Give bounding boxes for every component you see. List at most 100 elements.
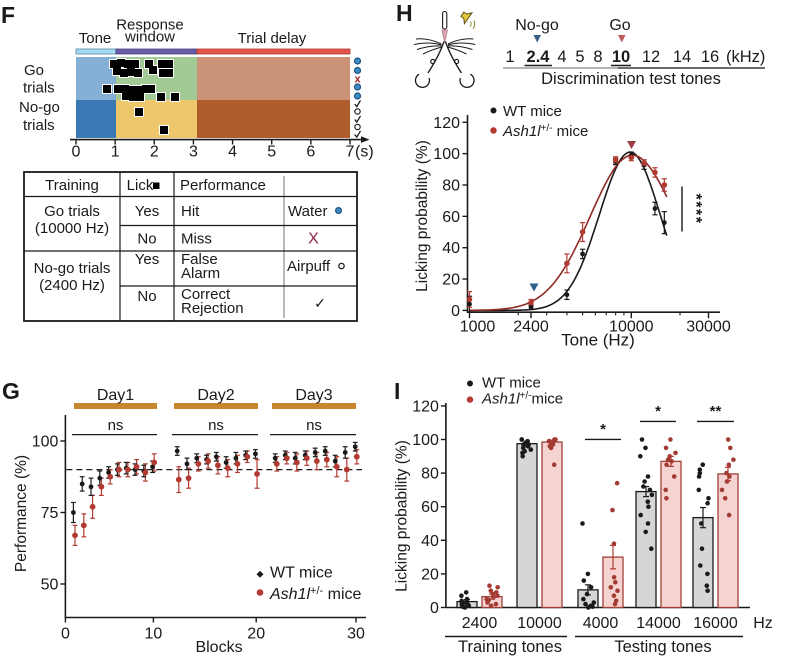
svg-text:5: 5 [575,48,584,66]
svg-text:100: 100 [412,432,439,449]
svg-text:Training tones: Training tones [458,638,562,656]
svg-text:4: 4 [228,144,237,161]
svg-text:30000: 30000 [686,319,731,336]
svg-text:2400: 2400 [513,319,549,336]
svg-text:40: 40 [442,240,460,257]
svg-text:Day2: Day2 [197,387,234,404]
svg-text:Day1: Day1 [97,387,134,404]
svg-text:3: 3 [189,144,198,161]
svg-text:No-go: No-go [19,99,60,116]
svg-text:H: H [396,0,413,26]
svg-text:Ash1l+/- mice: Ash1l+/- mice [502,123,588,140]
svg-text:*: * [600,421,606,438]
svg-text:Alarm: Alarm [181,265,220,282]
svg-text:Hz: Hz [753,615,773,632]
svg-text:100: 100 [32,434,59,451]
svg-text:No: No [137,288,156,305]
svg-text:14: 14 [673,48,691,66]
svg-text:ns: ns [306,417,322,434]
svg-text:16: 16 [701,48,719,66]
svg-text:40: 40 [421,533,439,550]
svg-text:No-go trials: No-go trials [34,260,111,277]
svg-text:WT mice: WT mice [482,375,541,392]
svg-text:WT mice: WT mice [270,565,333,582]
svg-text:(2400 Hz): (2400 Hz) [39,277,105,294]
svg-text:Miss: Miss [181,231,212,248]
svg-text:Water: Water [288,203,327,220]
svg-text:80: 80 [421,466,439,483]
svg-text:14000: 14000 [636,615,681,632]
svg-text:5: 5 [267,144,276,161]
svg-text:Trial delay: Trial delay [238,30,307,47]
svg-text:1: 1 [505,48,514,66]
svg-text:4: 4 [557,48,566,66]
svg-text:0: 0 [430,600,439,617]
svg-text:Response: Response [116,17,184,34]
svg-text:Yes: Yes [135,203,159,220]
svg-text:60: 60 [421,499,439,516]
svg-text:0: 0 [72,144,81,161]
svg-text:10000: 10000 [609,319,654,336]
svg-text:80: 80 [442,178,460,195]
svg-text:Tone: Tone [79,30,112,47]
svg-text:20: 20 [442,272,460,289]
svg-text:WT mice: WT mice [503,103,562,120]
svg-text:120: 120 [412,398,439,415]
svg-text:Tone (Hz): Tone (Hz) [561,331,635,350]
svg-text:(10000 Hz): (10000 Hz) [35,220,109,237]
svg-text:6: 6 [306,144,315,161]
svg-text:trials: trials [23,80,55,97]
svg-text:ns: ns [108,417,124,434]
svg-text:Day3: Day3 [295,387,332,404]
svg-text:No-go: No-go [515,17,559,34]
svg-text:*: * [655,403,661,420]
svg-text:Discrimination test tones: Discrimination test tones [541,70,721,88]
svg-text:10: 10 [145,626,163,643]
svg-text:Correct: Correct [181,286,231,303]
svg-text:Licking probability (%): Licking probability (%) [414,140,431,292]
svg-text:Hit: Hit [181,203,200,220]
svg-text:10000: 10000 [517,615,562,632]
svg-text:Go: Go [24,62,44,79]
svg-text:0: 0 [451,303,460,320]
svg-text:12: 12 [642,48,660,66]
svg-text:trials: trials [23,117,55,134]
svg-text:Performance: Performance [180,177,266,194]
svg-text:X: X [308,231,319,248]
svg-text:Licking probability (%): Licking probability (%) [394,440,411,592]
svg-text:1000: 1000 [460,319,496,336]
svg-text:(s): (s) [355,144,374,161]
svg-text:20: 20 [421,566,439,583]
svg-text:20: 20 [247,626,265,643]
svg-text:2: 2 [150,144,159,161]
svg-text:F: F [1,2,15,28]
svg-text:Ash1l+/- mice: Ash1l+/- mice [269,585,362,603]
svg-text:60: 60 [442,209,460,226]
svg-text:Rejection: Rejection [181,300,244,317]
svg-text:75: 75 [41,505,59,522]
svg-text:Go trials: Go trials [44,203,100,220]
svg-text:Performance (%): Performance (%) [13,455,30,572]
svg-text:Airpuff: Airpuff [287,258,331,275]
svg-text:✓: ✓ [314,295,326,311]
svg-text:Testing tones: Testing tones [614,638,711,656]
svg-text:****: **** [687,194,704,225]
svg-text:I: I [394,378,400,404]
svg-text:16000: 16000 [693,615,738,632]
svg-text:window: window [124,29,175,46]
svg-text:120: 120 [433,115,460,132]
svg-text:Ash1l+/-mice: Ash1l+/-mice [481,391,563,408]
svg-text:No: No [137,231,156,248]
svg-text:50: 50 [41,577,59,594]
svg-text:2400: 2400 [462,615,498,632]
svg-text:2.4: 2.4 [527,48,551,66]
svg-text:ns: ns [208,417,224,434]
svg-text:False: False [181,251,218,268]
svg-text:0: 0 [61,626,70,643]
svg-text:**: ** [710,403,722,420]
svg-text:30: 30 [347,626,365,643]
svg-text:(kHz): (kHz) [726,48,765,66]
svg-text:x: x [354,74,361,86]
svg-text:Yes: Yes [135,251,159,268]
svg-text:1: 1 [111,144,120,161]
